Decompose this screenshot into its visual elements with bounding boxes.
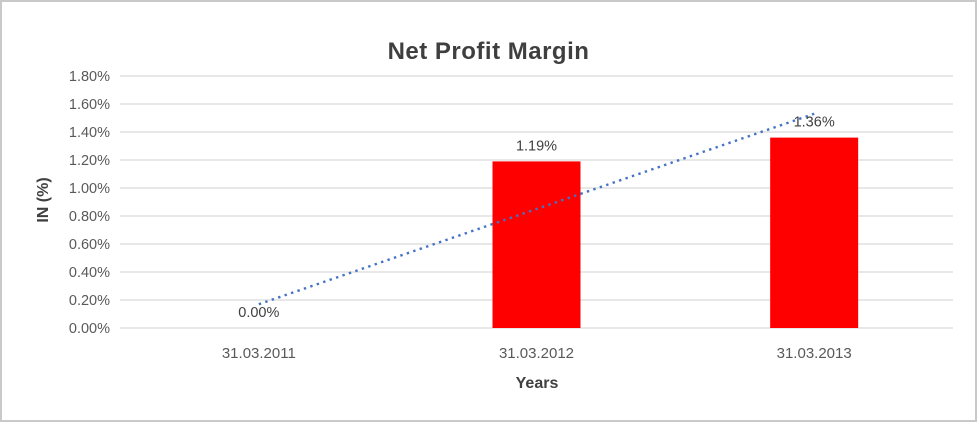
bar[interactable] xyxy=(770,137,859,328)
data-label: 1.36% xyxy=(794,115,835,131)
bar[interactable] xyxy=(492,161,581,328)
chart-title: Net Profit Margin xyxy=(387,38,590,66)
y-tick-label: 0.00% xyxy=(69,321,110,337)
y-tick-label: 0.40% xyxy=(69,265,110,281)
y-tick-label: 1.80% xyxy=(69,69,110,85)
y-tick-label: 0.80% xyxy=(69,209,110,225)
y-tick-label: 1.00% xyxy=(69,181,110,197)
data-label: 0.00% xyxy=(238,305,279,321)
y-tick-label: 1.20% xyxy=(69,153,110,169)
y-tick-label: 0.20% xyxy=(69,293,110,309)
y-tick-label: 1.60% xyxy=(69,97,110,113)
y-tick-label: 1.40% xyxy=(69,125,110,141)
x-axis-title: Years xyxy=(515,375,559,392)
x-tick-label: 31.03.2012 xyxy=(499,345,574,362)
trendline[interactable] xyxy=(258,112,815,306)
data-label: 1.19% xyxy=(516,138,557,154)
x-tick-label: 31.03.2011 xyxy=(222,345,296,362)
y-tick-label: 0.60% xyxy=(69,237,110,253)
x-tick-label: 31.03.2013 xyxy=(777,345,852,362)
